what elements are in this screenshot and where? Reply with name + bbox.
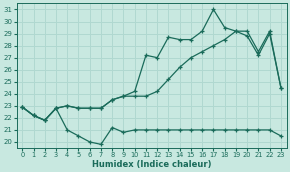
X-axis label: Humidex (Indice chaleur): Humidex (Indice chaleur) bbox=[92, 159, 211, 169]
